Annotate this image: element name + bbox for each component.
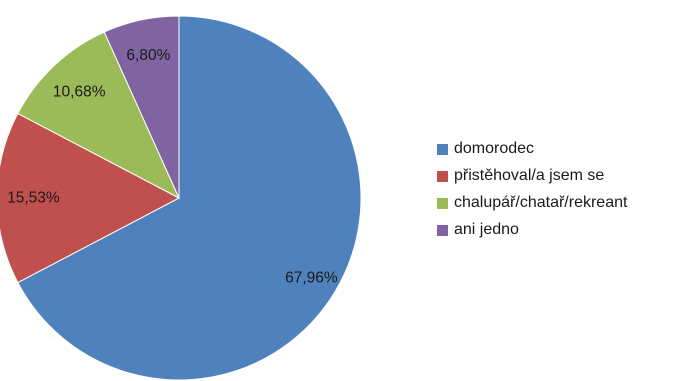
data-label-domorodec: 67,96% [285,270,338,287]
legend-swatch [437,197,448,209]
pie-slice-domorodec [17,15,362,381]
data-label-chalupar: 10,68% [53,84,106,101]
legend-item-pristehoval: přistěhoval/a jsem se [437,164,627,188]
pie-slice-chalupar [17,31,181,200]
legend-label: domorodec [454,140,535,157]
pie-slice-ani-jedno [103,15,180,199]
pie-slice-pristehoval [0,112,181,284]
legend-label: přistěhoval/a jsem se [454,167,605,184]
legend-label: ani jedno [454,221,519,238]
legend-item-chalupar: chalupář/chatař/rekreant [437,191,627,215]
legend-swatch [437,170,448,182]
pie-slices [0,15,362,381]
legend-swatch [437,224,448,236]
legend-item-ani-jedno: ani jedno [437,218,627,242]
legend-label: chalupář/chatař/rekreant [454,194,628,211]
legend-swatch [437,143,448,155]
pie-data-labels: 67,96% 15,53% 10,68% 6,80% [7,47,338,286]
legend-item-domorodec: domorodec [437,137,627,161]
data-label-pristehoval: 15,53% [7,190,60,207]
data-label-ani-jedno: 6,80% [126,47,170,64]
legend: domorodec přistěhoval/a jsem se chalupář/c… [437,137,627,245]
